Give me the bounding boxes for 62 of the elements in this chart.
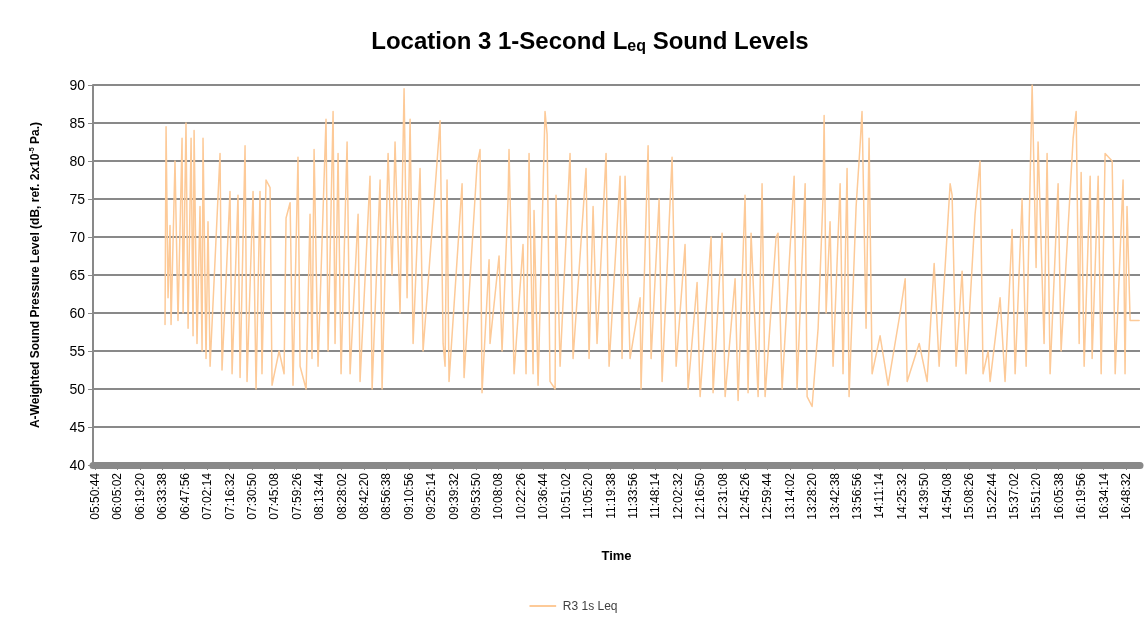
y-tick-label: 70 [69, 229, 86, 245]
y-tick-label: 80 [69, 153, 86, 169]
x-tick-label: 06:47:56 [177, 472, 192, 520]
chart-title: Location 3 1-Second Leq Sound Levels [371, 26, 809, 55]
legend-label: R3 1s Leq [562, 599, 618, 613]
x-tick-label: 08:13:44 [312, 472, 327, 520]
x-tick-label: 15:37:02 [1006, 472, 1021, 520]
x-tick-label: 11:05:20 [581, 472, 596, 519]
x-tick-label: 13:28:20 [805, 472, 820, 520]
x-tick-label: 06:19:20 [132, 472, 147, 520]
x-tick-label: 15:51:20 [1029, 472, 1044, 520]
x-tick-label: 06:05:02 [110, 472, 125, 520]
x-tick-label: 15:22:44 [984, 472, 999, 520]
x-tick-label: 13:14:02 [782, 472, 797, 520]
x-tick-label: 14:39:50 [917, 472, 932, 520]
x-tick-label: 13:42:38 [827, 472, 842, 520]
x-tick-label: 15:08:26 [962, 472, 977, 520]
y-tick-label: 45 [69, 419, 86, 435]
y-tick-label: 40 [69, 457, 86, 473]
x-tick-label: 12:02:32 [670, 472, 685, 520]
x-tick-label: 11:48:14 [648, 472, 663, 519]
line-series [164, 84, 1140, 408]
x-tick-label: 14:54:08 [939, 472, 954, 520]
x-tick-label: 07:16:32 [222, 472, 237, 520]
x-tick-label: 07:30:50 [244, 472, 259, 520]
x-tick-label: 10:36:44 [536, 472, 551, 520]
x-tick-label: 10:51:02 [558, 472, 573, 520]
x-tick-label: 14:25:32 [894, 472, 909, 520]
x-tick-label: 12:31:08 [715, 472, 730, 520]
x-tick-label: 16:34:14 [1096, 472, 1111, 520]
x-tick-label: 09:39:32 [446, 472, 461, 520]
x-tick-label: 11:33:56 [625, 472, 640, 519]
x-tick-label: 07:02:14 [200, 472, 215, 520]
x-tick-label: 16:19:56 [1074, 472, 1089, 520]
x-tick-label: 12:16:50 [693, 472, 708, 520]
x-tick-label: 12:59:44 [760, 472, 775, 520]
y-tick-label: 50 [69, 381, 86, 397]
x-tick-label: 16:48:32 [1118, 472, 1133, 520]
x-tick-label: 09:10:56 [401, 472, 416, 520]
x-tick-label: 12:45:26 [737, 472, 752, 520]
x-axis-title: Time [601, 548, 632, 563]
x-tick-label: 14:11:14 [872, 472, 887, 519]
x-tick-label: 07:59:26 [289, 472, 304, 520]
x-tick-label: 08:42:20 [356, 472, 371, 520]
x-tick-label: 11:19:38 [603, 472, 618, 519]
x-tick-label: 08:56:38 [379, 472, 394, 520]
x-tick-label: 06:33:38 [155, 472, 170, 520]
x-tick-label: 10:08:08 [491, 472, 506, 520]
y-tick-label: 65 [69, 267, 86, 283]
y-tick-label: 55 [69, 343, 86, 359]
x-tick-label: 07:45:08 [267, 472, 282, 520]
x-tick-label: 08:28:02 [334, 472, 349, 520]
x-tick-label: 09:53:50 [469, 472, 484, 520]
x-tick-label: 13:56:56 [850, 472, 865, 520]
x-tick-label: 05:50:44 [88, 472, 103, 520]
x-tick-label: 16:05:38 [1051, 472, 1066, 520]
x-tick-label: 10:22:26 [513, 472, 528, 520]
y-tick-label: 75 [69, 191, 86, 207]
y-tick-label: 60 [69, 305, 86, 321]
y-tick-label: 85 [69, 115, 86, 131]
x-tick-label: 09:25:14 [424, 472, 439, 520]
y-tick-label: 90 [69, 77, 86, 93]
